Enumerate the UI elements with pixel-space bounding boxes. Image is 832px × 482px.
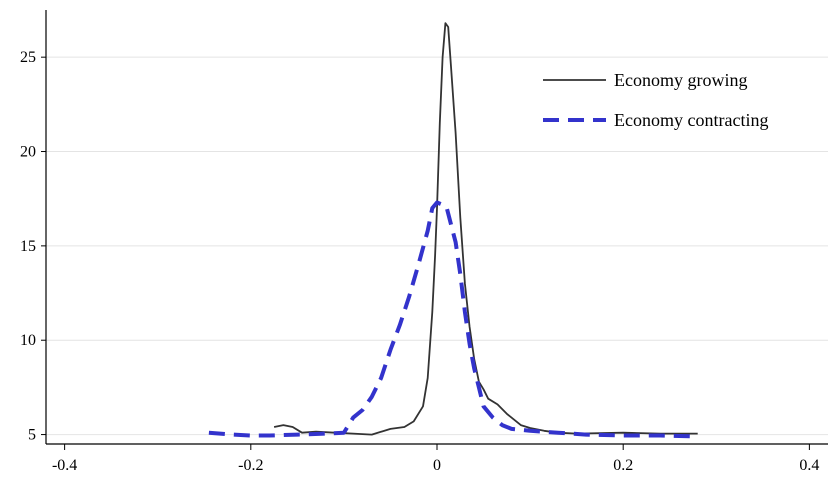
legend-label-economy-contracting: Economy contracting [614,110,768,130]
x-tick-label: 0.2 [613,457,633,474]
legend: Economy growing Economy contracting [543,70,768,130]
x-tick-label: 0.4 [799,457,819,474]
series-line-economy-growing [273,22,698,436]
series-line-economy-contracting [208,200,698,439]
y-axis-ticks: 5 10 15 20 25 [20,49,46,444]
y-tick-label: 5 [28,427,36,444]
x-axis-ticks: -0.4 -0.2 0 0.2 0.4 [52,444,819,474]
legend-label-economy-growing: Economy growing [614,70,747,90]
x-tick-label: -0.4 [52,457,77,474]
x-tick-label: -0.2 [238,457,263,474]
gridlines [46,56,828,436]
series-layer [208,22,698,439]
y-tick-label: 10 [20,332,36,349]
y-tick-label: 15 [20,238,36,255]
x-tick-label: 0 [433,457,441,474]
y-tick-label: 20 [20,144,36,161]
y-tick-label: 25 [20,49,36,66]
